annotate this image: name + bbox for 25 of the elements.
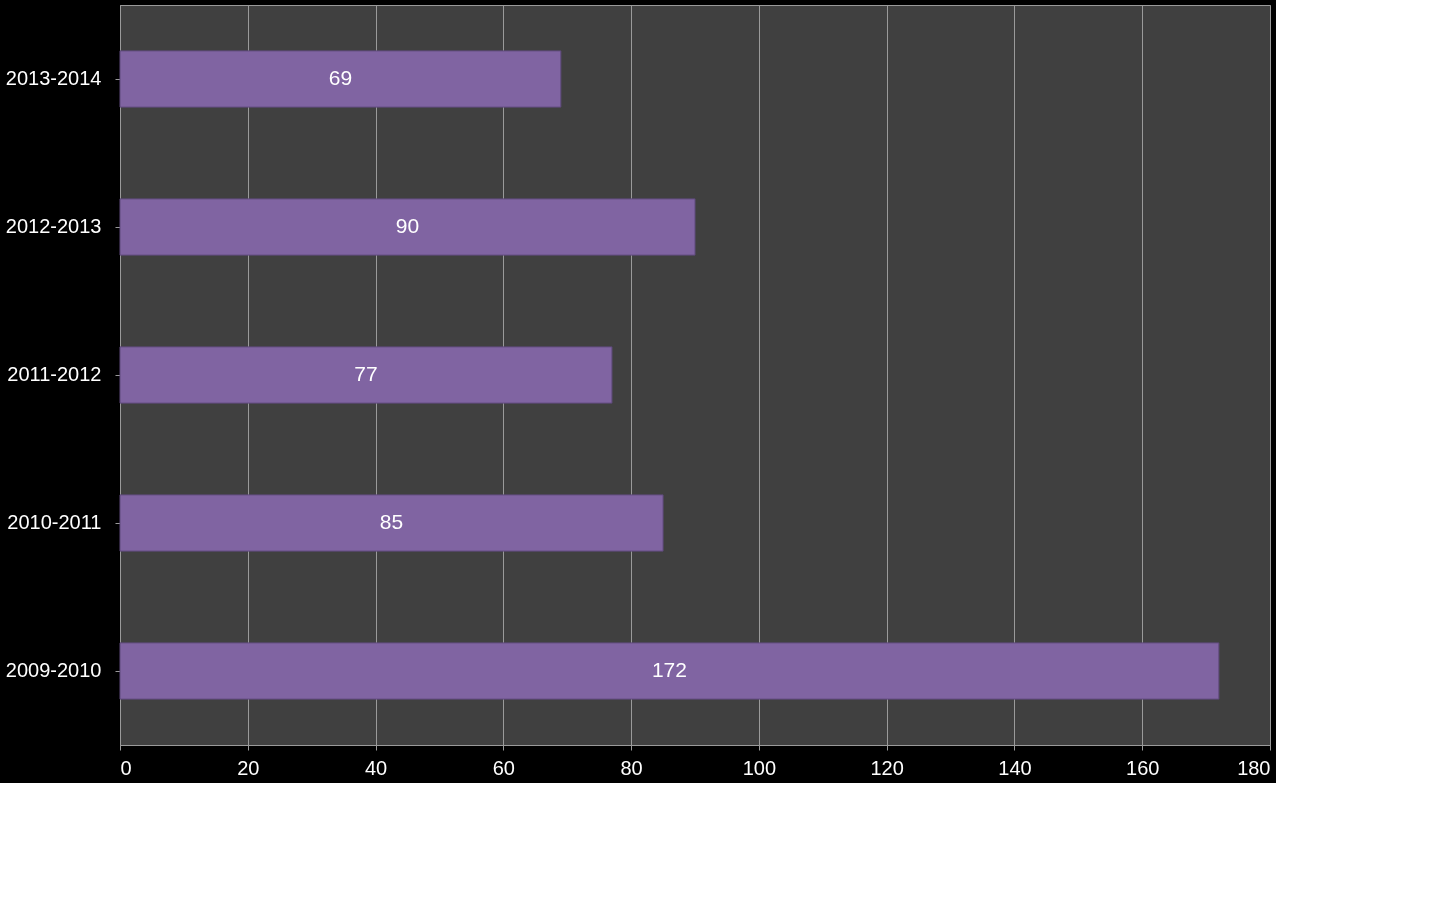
- x-tick-label: 0: [120, 756, 132, 779]
- bar: [119, 198, 696, 256]
- bar: [119, 494, 664, 552]
- y-tick-label: 2012-2013: [5, 215, 102, 237]
- y-tick-label: 2009-2010: [5, 659, 102, 681]
- x-tick-label: 20: [237, 756, 260, 779]
- bar: [119, 642, 1220, 700]
- x-tick-label: 60: [492, 756, 515, 779]
- x-tick-label: 40: [364, 756, 388, 779]
- y-tick-label: 2011-2012: [7, 363, 102, 385]
- x-tick-label: 180: [1237, 756, 1271, 779]
- data-label: 172: [651, 658, 687, 681]
- x-tick-label: 160: [1126, 756, 1160, 779]
- data-label: 90: [395, 214, 420, 237]
- data-label: 85: [379, 510, 404, 533]
- y-tick-label: 2010-2011: [7, 511, 102, 533]
- data-label: 69: [328, 66, 353, 89]
- x-tick-label: 140: [998, 756, 1032, 779]
- x-tick-label: 100: [742, 756, 777, 779]
- y-tick-label: 2013-2014: [5, 67, 102, 89]
- x-tick-label: 120: [870, 756, 904, 779]
- bar: [119, 346, 613, 404]
- bar: [119, 50, 562, 108]
- x-tick-label: 80: [620, 756, 643, 779]
- data-label: 77: [354, 362, 378, 385]
